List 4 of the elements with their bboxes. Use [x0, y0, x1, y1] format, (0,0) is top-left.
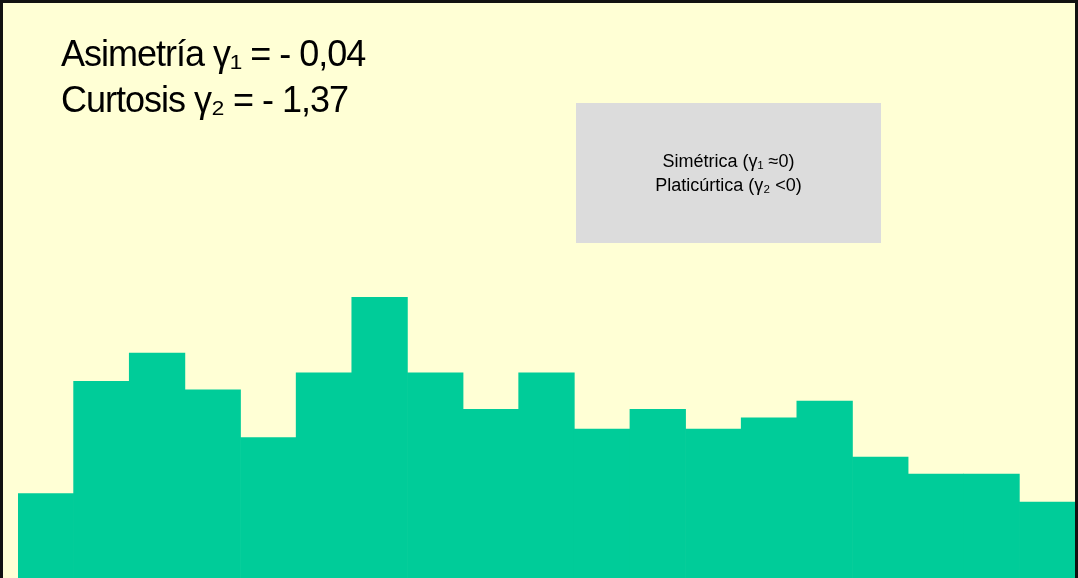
text: Curtosis γ₂ = - 1,37	[61, 78, 350, 122]
text: Asimetría γ₁ = - 0,04	[61, 32, 366, 76]
text: Platicúrtica (γ₂ <0)	[655, 174, 802, 197]
text: Simétrica (γ₁ ≈0)	[662, 150, 795, 173]
